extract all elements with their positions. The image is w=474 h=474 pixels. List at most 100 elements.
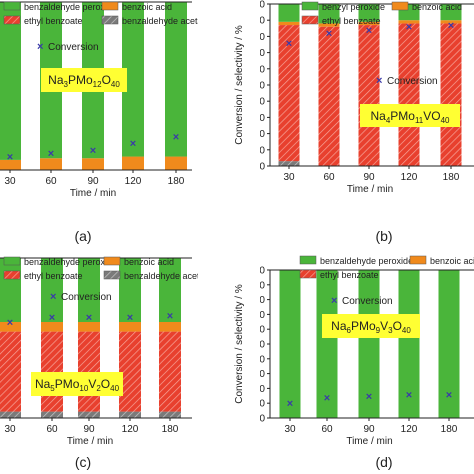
conversion-marker-120: × (130, 138, 136, 150)
x-tick-label-90: 90 (363, 172, 375, 183)
conversion-marker-30: × (286, 38, 292, 50)
bar-ethyl-benzoate-90 (78, 331, 100, 412)
conversion-legend-label: Conversion (342, 296, 393, 307)
legend-label-ethyl-benzoate: ethyl benzoate (24, 16, 83, 26)
y-tick-label-80: 80 (254, 295, 266, 306)
x-tick-label-120: 120 (122, 424, 139, 435)
legend-swatch-benzaldehyde-peroxide (3, 256, 21, 266)
bar-benzoic-acid-30 (0, 159, 21, 170)
bar-benzaldehyde-acetal-30 (278, 161, 300, 166)
conversion-marker-30: × (7, 317, 13, 329)
formula-subscript: 40 (110, 384, 119, 393)
bar-benzaldehyde-peroxide-30 (279, 270, 301, 418)
bar-benzaldehyde-peroxide-120 (122, 2, 144, 157)
formula-subscript: 40 (402, 326, 411, 335)
x-axis-label: Time / min (67, 436, 113, 447)
legend-label-ethyl-benzoate: ethyl benzoate (322, 16, 381, 26)
x-tick-label-180: 180 (441, 424, 458, 435)
formula-part: Na (48, 73, 64, 87)
legend-swatch-ethyl-benzoate (299, 269, 317, 279)
y-tick-label-100: 100 (248, 0, 265, 11)
bar-benzoic-acid-90 (358, 21, 380, 26)
bar-benzaldehyde-peroxide-120 (398, 270, 420, 418)
bar-benzaldehyde-peroxide-60 (41, 258, 63, 322)
bar-benzoic-acid-120 (398, 20, 420, 24)
x-tick-label-30: 30 (283, 172, 295, 183)
formula-part: Na (331, 319, 347, 333)
formula-part: O (102, 73, 111, 87)
bar-ethyl-benzoate-90 (358, 25, 380, 167)
catalyst-formula-box (31, 372, 123, 396)
catalyst-formula-box (322, 314, 420, 338)
panel-label-d: (d) (375, 454, 392, 470)
bar-benzaldehyde-acetal-180 (159, 411, 181, 418)
conversion-marker-180: × (167, 311, 173, 323)
formula-subscript: 3 (388, 326, 393, 335)
y-tick-label-20: 20 (254, 384, 266, 395)
panel-label-b: (b) (375, 228, 392, 244)
formula-part: PMo (55, 377, 80, 391)
formula-part: O (393, 319, 402, 333)
bar-benzoic-acid-120 (119, 322, 141, 332)
panel-label-c: (c) (75, 454, 91, 470)
conversion-marker-180: × (448, 20, 454, 32)
x-tick-label-60: 60 (45, 176, 57, 187)
x-tick-label-90: 90 (83, 424, 95, 435)
conversion-legend-icon: × (331, 295, 337, 307)
catalyst-formula-box (360, 104, 460, 127)
y-tick-label-90: 90 (254, 16, 266, 27)
conversion-marker-90: × (86, 312, 92, 324)
bar-ethyl-benzoate-30 (0, 331, 21, 412)
bar-benzoic-acid-180 (159, 322, 181, 332)
bar-benzoic-acid-120 (122, 156, 144, 170)
conversion-legend-label: Conversion (48, 42, 99, 53)
legend-label-benzaldehyde-acetal: benzaldehyde acetal (122, 16, 205, 26)
bar-benzaldehyde-peroxide-120 (119, 258, 141, 322)
formula-subscript: 11 (415, 116, 424, 125)
x-tick-label-90: 90 (363, 424, 375, 435)
legend-label-benzoic-acid: benzoic acid (430, 256, 474, 266)
x-tick-label-60: 60 (46, 424, 58, 435)
y-tick-label-10: 10 (254, 145, 266, 156)
x-tick-label-180: 180 (162, 424, 179, 435)
legend-label-benzaldehyde-acetal: benzaldehyde acetal (124, 271, 207, 281)
x-tick-label-180: 180 (443, 172, 460, 183)
bar-benzoic-acid-30 (278, 21, 300, 26)
bar-benzoic-acid-60 (40, 158, 62, 170)
y-tick-label-10: 10 (254, 399, 266, 410)
bar-benzyl-peroxide-90 (358, 4, 380, 22)
x-tick-label-90: 90 (87, 176, 99, 187)
x-tick-label-180: 180 (168, 176, 185, 187)
catalyst-formula: Na3PMo12O40 (48, 73, 120, 89)
bar-ethyl-benzoate-60 (41, 331, 63, 412)
conversion-marker-60: × (48, 148, 54, 160)
bar-ethyl-benzoate-180 (440, 23, 462, 166)
bar-benzaldehyde-peroxide-180 (438, 270, 460, 418)
bar-benzoic-acid-180 (165, 156, 187, 170)
panel-c: 30 60 90 120 180 Time / min × × × × × benzaldehyde … (0, 256, 207, 447)
formula-subscript: 3 (64, 80, 69, 89)
conversion-marker-120: × (406, 389, 412, 401)
formula-subscript: 9 (376, 326, 381, 335)
formula-part: PMo (390, 109, 415, 123)
y-axis-label: Conversion / selectivity / % (234, 284, 245, 404)
legend-label-benzoic-acid: benzoic acid (124, 257, 174, 267)
bar-benzaldehyde-acetal-90 (78, 411, 100, 418)
bar-benzyl-peroxide-180 (440, 4, 462, 21)
bar-benzaldehyde-acetal-120 (119, 411, 141, 418)
y-tick-label-60: 60 (254, 64, 266, 75)
conversion-legend-icon: × (37, 41, 43, 53)
legend-label-benzoic-acid: benzoic acid (412, 2, 462, 12)
y-tick-label-70: 70 (254, 310, 266, 321)
x-tick-label-60: 60 (321, 424, 333, 435)
conversion-marker-60: × (326, 28, 332, 40)
conversion-marker-120: × (127, 312, 133, 324)
legend-swatch-benzaldehyde-peroxide (299, 255, 317, 265)
bar-benzaldehyde-peroxide-180 (165, 2, 187, 157)
legend-swatch-benzaldehyde-acetal (101, 15, 119, 25)
y-tick-label-30: 30 (254, 113, 266, 124)
legend-label-benzyl-peroxide: benzyl peroxide (322, 2, 385, 12)
bar-benzyl-peroxide-30 (278, 4, 300, 22)
y-tick-label-70: 70 (254, 48, 266, 59)
bar-benzaldehyde-acetal-30 (0, 411, 21, 418)
